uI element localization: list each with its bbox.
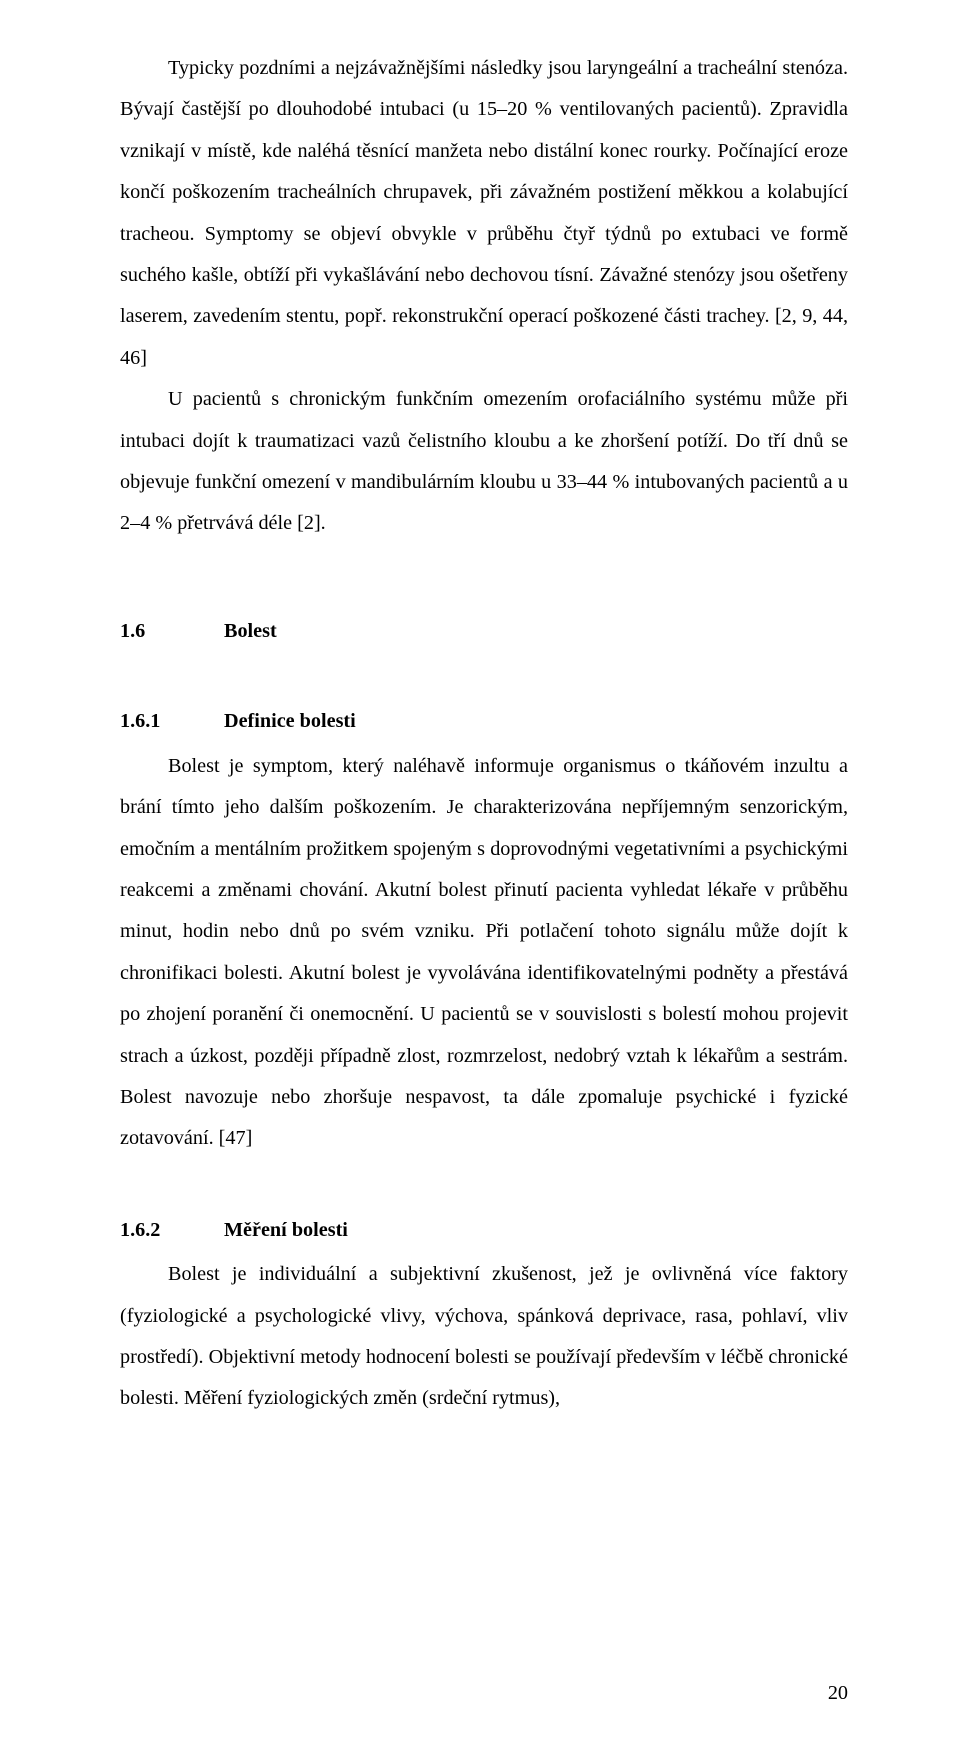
body-paragraph: Bolest je symptom, který naléhavě inform…	[120, 746, 848, 1160]
subsection-title: Měření bolesti	[224, 1219, 348, 1241]
subsection-heading-1-6-2: 1.6.2Měření bolesti	[120, 1210, 848, 1250]
subsection-number: 1.6.1	[120, 701, 224, 741]
subsection-number: 1.6.2	[120, 1210, 224, 1250]
body-paragraph: U pacientů s chronickým funkčním omezení…	[120, 379, 848, 545]
body-paragraph: Typicky pozdními a nejzávažnějšími násle…	[120, 48, 848, 379]
section-number: 1.6	[120, 611, 224, 651]
document-page: Typicky pozdními a nejzávažnějšími násle…	[0, 0, 960, 1751]
body-paragraph: Bolest je individuální a subjektivní zku…	[120, 1254, 848, 1420]
section-title: Bolest	[224, 620, 277, 642]
subsection-heading-1-6-1: 1.6.1Definice bolesti	[120, 701, 848, 741]
page-number: 20	[828, 1682, 848, 1705]
subsection-title: Definice bolesti	[224, 710, 356, 732]
section-heading-1-6: 1.6Bolest	[120, 611, 848, 651]
